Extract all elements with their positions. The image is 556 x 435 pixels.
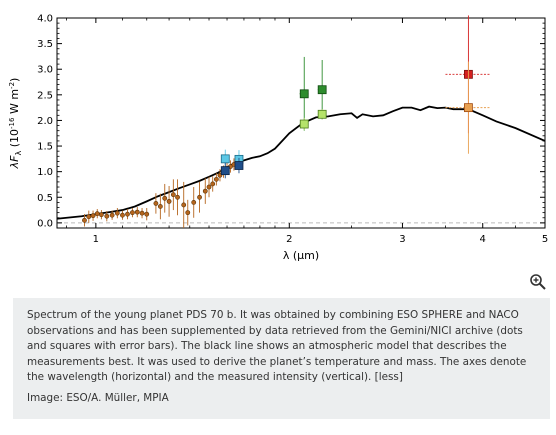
- data-point-dot: [197, 194, 202, 200]
- data-point-dot: [175, 194, 180, 200]
- spectrum-chart: 0.0 0.5 1.0 1.5 2.0 2.5 3.0 3.5 4.0 1 2 3 4 5 λ (μm) λF…: [8, 14, 548, 263]
- data-point-square: [464, 103, 473, 113]
- x-tick-label: 4: [480, 234, 486, 245]
- data-point-dot: [120, 212, 125, 218]
- y-tick-label: 2.5: [37, 90, 53, 101]
- caption-body: Spectrum of the young planet PDS 70 b. I…: [27, 309, 527, 383]
- zoom-in-icon[interactable]: [529, 273, 547, 291]
- data-point-dot: [86, 214, 92, 220]
- x-tick-label: 3: [399, 234, 405, 245]
- data-point-square: [299, 89, 309, 99]
- series-0: [82, 158, 237, 228]
- data-point-dot: [82, 217, 87, 223]
- model-spectrum-line: [56, 105, 546, 220]
- data-point-dot: [153, 201, 159, 206]
- series-6: [445, 61, 490, 154]
- x-tick-label: 2: [286, 234, 292, 245]
- caption-box: Spectrum of the young planet PDS 70 b. I…: [13, 298, 550, 419]
- y-tick-label: 1.5: [37, 142, 53, 153]
- data-point-dot: [134, 209, 140, 215]
- caption-text: Spectrum of the young planet PDS 70 b. I…: [27, 308, 538, 386]
- x-tick-label: 5: [542, 234, 548, 245]
- y-label-part: W m: [8, 89, 21, 118]
- y-tick-label: 1.0: [37, 167, 53, 178]
- data-point-square: [299, 119, 309, 129]
- data-point-dot: [181, 202, 187, 208]
- data-point-dot: [90, 213, 96, 219]
- data-point-dot: [139, 210, 145, 216]
- data-point-dot: [109, 212, 115, 218]
- chart-area: 0.0 0.5 1.0 1.5 2.0 2.5 3.0 3.5 4.0 1 2 3 4 5 λ (μm) λF…: [8, 14, 548, 263]
- y-tick-label: 3.0: [37, 65, 53, 76]
- y-label-part: ): [8, 78, 21, 82]
- data-point-dot: [202, 188, 208, 194]
- y-label-part: λ: [14, 151, 23, 156]
- data-point-dot: [191, 199, 197, 205]
- series-2: [220, 157, 244, 179]
- y-label-part: F: [8, 155, 21, 162]
- y-tick-label: 0.5: [37, 193, 53, 204]
- y-tick-label: 3.5: [37, 39, 53, 50]
- data-point-dot: [166, 198, 172, 204]
- data-point-dot: [206, 184, 212, 190]
- data-point-dot: [98, 212, 104, 218]
- data-point-dot: [213, 176, 219, 182]
- y-label-part: λ: [8, 162, 21, 170]
- data-point-dot: [170, 192, 176, 198]
- data-point-dot: [104, 213, 110, 219]
- image-credit: Image: ESO/A. Müller, MPIA: [27, 391, 169, 404]
- less-link[interactable]: [less]: [374, 371, 403, 383]
- data-point-dot: [185, 210, 191, 216]
- data-point-dot: [157, 204, 163, 209]
- data-point-dot: [125, 211, 130, 217]
- x-tick-label: 1: [93, 234, 99, 245]
- y-tick-label: 2.0: [37, 116, 53, 127]
- data-point-dot: [130, 210, 135, 216]
- y-label-part: -16: [8, 117, 16, 129]
- x-axis-label: λ (μm): [283, 249, 319, 262]
- data-point-square: [220, 166, 230, 176]
- data-point-dot: [94, 211, 100, 217]
- data-point-dot: [114, 210, 120, 216]
- y-tick-label: 4.0: [37, 14, 53, 25]
- data-point-dot: [210, 181, 216, 187]
- y-axis-label: λFλ (10-16 W m-2): [8, 78, 23, 170]
- y-label-part: (10: [8, 129, 21, 151]
- data-point-dot: [144, 211, 150, 217]
- data-point-square: [234, 161, 244, 170]
- y-label-part: -2: [8, 82, 16, 89]
- data-point-square: [317, 109, 327, 119]
- data-point-square: [317, 85, 327, 95]
- data-point-square: [220, 154, 230, 164]
- y-tick-label: 0.0: [37, 218, 53, 229]
- data-point-dot: [162, 195, 168, 201]
- series-4: [299, 109, 327, 131]
